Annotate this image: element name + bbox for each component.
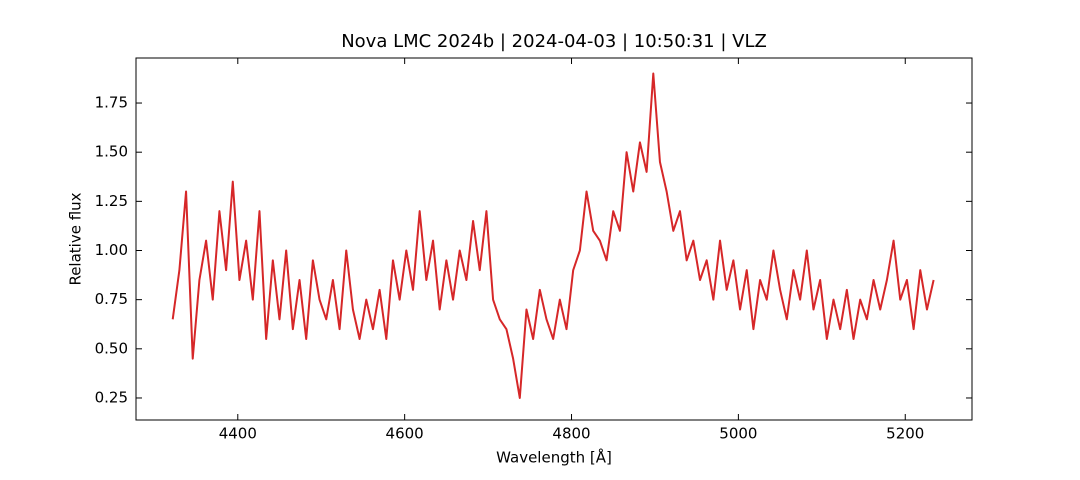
x-tick-label: 5000 xyxy=(719,425,757,443)
x-axis-label: Wavelength [Å] xyxy=(496,448,612,467)
y-tick-label: 1.75 xyxy=(95,94,128,112)
y-tick-label: 1.00 xyxy=(95,241,128,259)
x-tick-label: 4600 xyxy=(386,425,424,443)
x-tick-label: 4800 xyxy=(552,425,590,443)
y-tick-label: 0.75 xyxy=(95,290,128,308)
chart-title: Nova LMC 2024b | 2024-04-03 | 10:50:31 |… xyxy=(341,31,767,52)
x-tick-label: 4400 xyxy=(219,425,257,443)
x-tick-label: 5200 xyxy=(886,425,924,443)
spectrum-line xyxy=(171,72,935,399)
y-axis-label: Relative flux xyxy=(67,192,85,285)
y-tick-label: 0.25 xyxy=(95,388,128,406)
y-tick-label: 1.50 xyxy=(95,143,128,161)
plot-frame xyxy=(135,57,973,421)
y-tick-label: 1.25 xyxy=(95,192,128,210)
y-tick-label: 0.50 xyxy=(95,339,128,357)
